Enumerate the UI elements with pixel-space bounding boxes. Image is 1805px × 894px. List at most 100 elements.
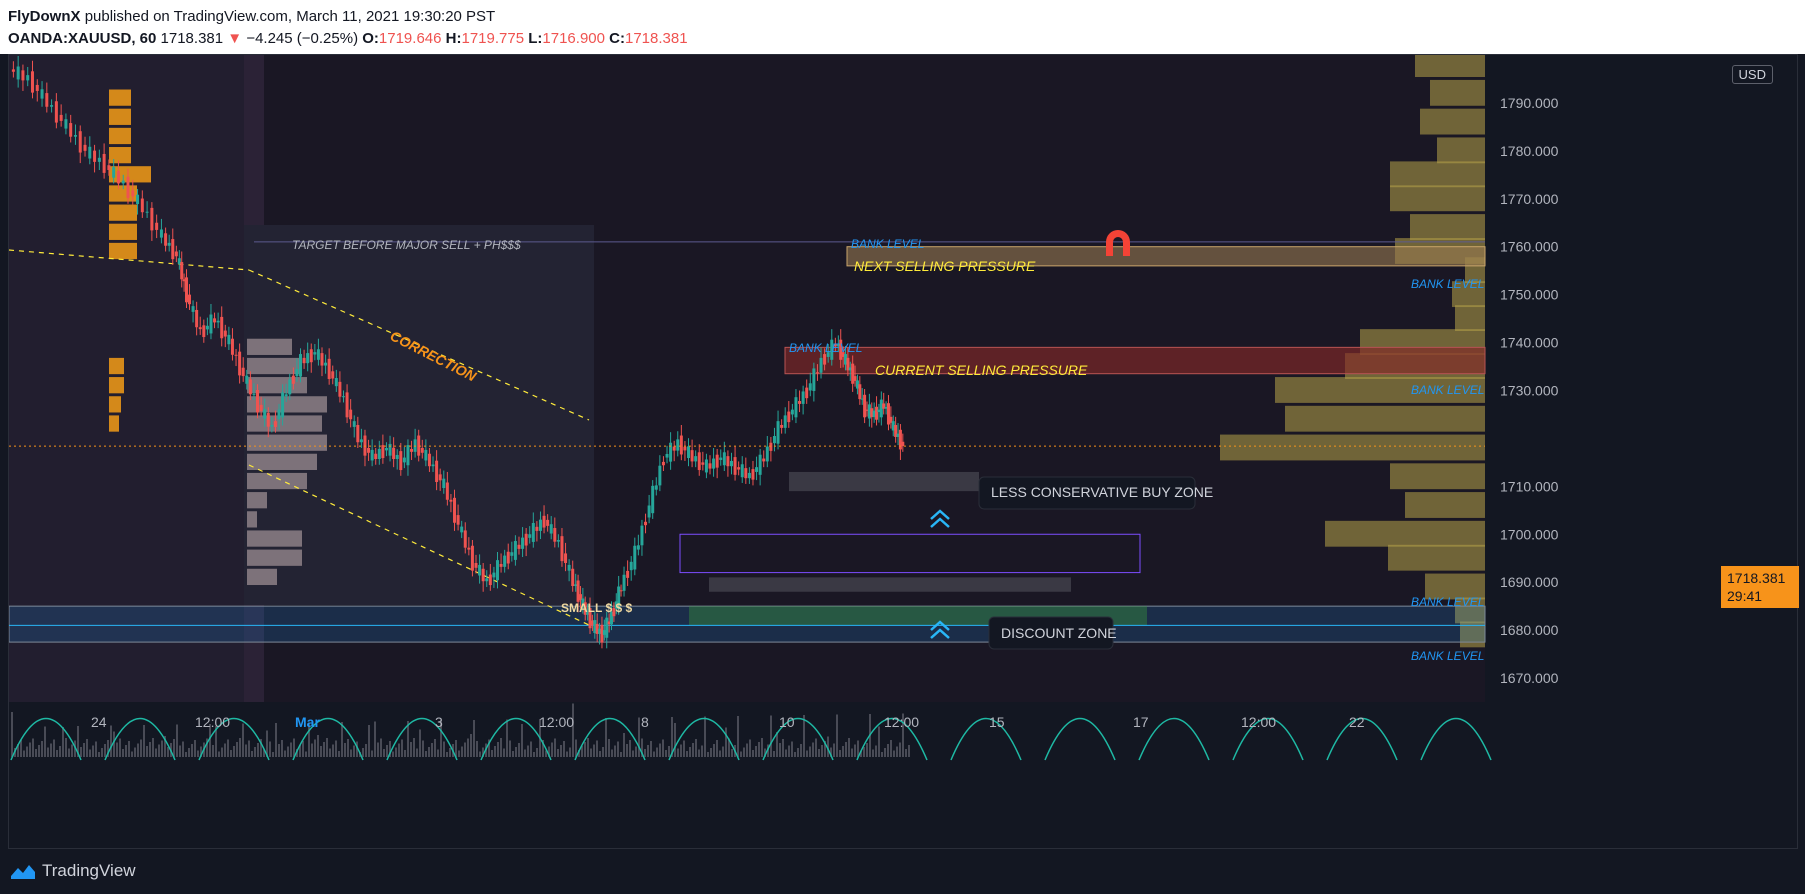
volume-bar: [29, 742, 31, 757]
volume-bar: [437, 749, 439, 757]
candle-body: [449, 499, 453, 502]
candle-body: [413, 439, 417, 452]
volume-bar: [671, 717, 673, 757]
candle-body: [291, 375, 295, 384]
volume-bar: [299, 745, 301, 757]
candle-body: [546, 519, 550, 526]
volume-bar: [662, 739, 664, 757]
volume-bar: [92, 745, 94, 757]
volume-bar: [335, 740, 337, 757]
candle-body: [341, 396, 345, 398]
volume-bar: [878, 726, 880, 757]
volume-bar: [431, 743, 433, 757]
publish-line: FlyDownX published on TradingView.com, M…: [8, 8, 495, 25]
candle-body: [524, 533, 528, 546]
volume-bar: [248, 740, 250, 757]
candle-body: [755, 467, 759, 472]
volume-bar: [188, 748, 190, 757]
mid-profile-bar: [247, 338, 292, 355]
candle-body: [744, 468, 748, 479]
volume-bar: [593, 744, 595, 757]
bank-level-label: BANK LEVEL: [789, 341, 862, 355]
volume-bar: [503, 748, 505, 757]
left-profile-bar: [109, 377, 124, 394]
volume-bar: [740, 751, 742, 757]
symbol-name[interactable]: OANDA:XAUUSD, 60: [8, 30, 157, 47]
candle-body: [324, 362, 328, 366]
tradingview-brand[interactable]: TradingView: [10, 859, 136, 883]
volume-bar: [521, 724, 523, 757]
left-profile-bar: [109, 147, 131, 164]
volume-bar: [647, 745, 649, 757]
candle-body: [553, 528, 557, 542]
volume-bar: [62, 727, 64, 757]
volume-bar: [110, 725, 112, 757]
volume-bar: [860, 751, 862, 757]
price-chart[interactable]: TARGET BEFORE MAJOR SELL + PH$$$CORRECTI…: [9, 55, 1797, 848]
volume-bar: [830, 747, 832, 757]
candle-body: [517, 544, 521, 549]
candle-body: [528, 534, 532, 538]
candle-body: [598, 628, 602, 634]
volume-bar: [746, 743, 748, 757]
candle-body: [107, 165, 111, 171]
current-price-tag: 1718.381 29:41: [1721, 566, 1799, 608]
candle-body: [21, 70, 25, 81]
volume-bar: [827, 736, 829, 757]
candle-body: [583, 602, 587, 615]
candle-body: [605, 617, 609, 638]
volume-bar: [548, 746, 550, 757]
volume-bar: [710, 748, 712, 757]
volume-bar: [677, 748, 679, 757]
volume-bar: [158, 744, 160, 757]
volume-bar: [296, 749, 298, 757]
channel-line-top: [248, 269, 590, 421]
volume-bar: [128, 741, 130, 757]
high-label: H:: [445, 30, 462, 47]
y-tick-label: 1690.000: [1500, 574, 1559, 590]
volume-bar: [719, 750, 721, 757]
mid-profile-bar: [247, 453, 317, 470]
double-chevron-up-icon: [930, 620, 950, 639]
candle-body: [884, 407, 888, 409]
chart-panel[interactable]: TARGET BEFORE MAJOR SELL + PH$$$ CORRECTI…: [8, 54, 1799, 849]
candle-body: [683, 446, 687, 451]
candle-body: [576, 580, 580, 602]
candle-body: [309, 349, 313, 363]
volume-bar: [608, 739, 610, 757]
close-label: C:: [609, 30, 625, 47]
x-tick-label: 24: [91, 714, 107, 730]
currency-badge[interactable]: USD: [1731, 65, 1773, 84]
cycle-arc: [762, 717, 834, 761]
volume-bar: [71, 744, 73, 757]
mid-profile-bar: [247, 492, 267, 509]
candle-body: [284, 394, 288, 397]
candle-body: [150, 207, 154, 231]
volume-bar: [59, 746, 61, 757]
candle-body: [205, 325, 209, 330]
volume-bar: [272, 752, 274, 757]
candle-body: [338, 381, 342, 397]
volume-bar: [284, 750, 286, 757]
volume-bar: [668, 746, 670, 757]
left-profile-bar: [109, 396, 121, 413]
volume-bar: [494, 746, 496, 757]
candle-body: [485, 578, 489, 582]
candle-body: [474, 563, 478, 568]
high-value: 1719.775: [461, 30, 525, 47]
volume-bar: [590, 748, 592, 757]
y-tick-label: 1710.000: [1500, 478, 1559, 494]
candle-body: [787, 411, 791, 423]
volume-bar: [809, 746, 811, 757]
bank-level-label: BANK LEVEL: [1411, 595, 1484, 609]
volume-bar: [74, 740, 76, 757]
cycle-arc: [856, 717, 928, 761]
candle-body: [722, 452, 726, 466]
volume-bar: [206, 738, 208, 757]
candle-body: [672, 446, 676, 451]
volume-bar: [119, 738, 121, 757]
author-name[interactable]: FlyDownX: [8, 8, 81, 25]
cycle-arc: [386, 717, 458, 761]
volume-bar: [35, 749, 37, 757]
volume-bar: [893, 750, 895, 757]
